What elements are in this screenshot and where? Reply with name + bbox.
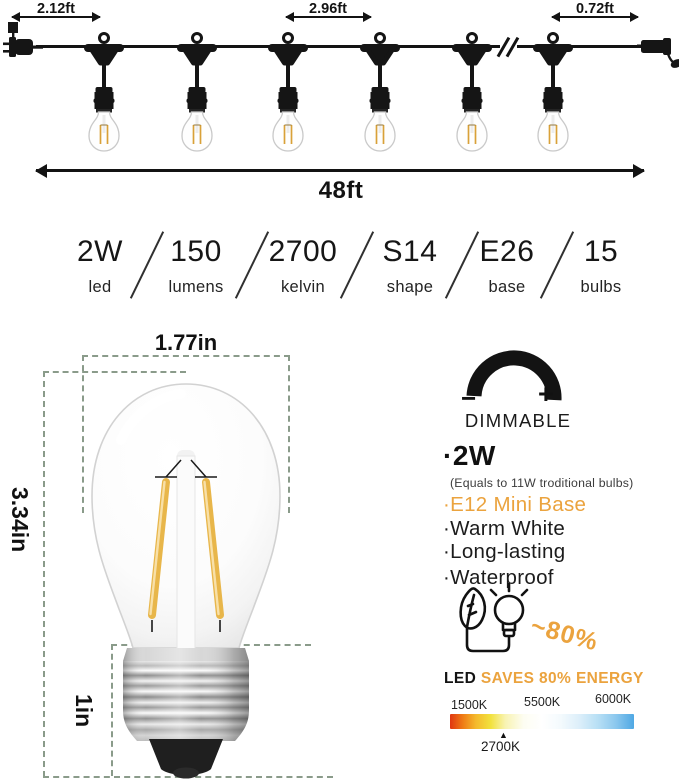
bulb-outline-icon (493, 594, 525, 626)
dimmable-label: DIMMABLE (464, 410, 572, 431)
height-guide-top (43, 371, 186, 373)
power-plug-icon (3, 22, 43, 57)
bulb-width-label: 1.77in (154, 330, 218, 355)
width-guide-top (82, 355, 290, 357)
bulb-filament (202, 478, 224, 619)
spec-label: kelvin (281, 278, 325, 296)
kelvin-label-6000: 6000K (595, 692, 632, 706)
energy-saving-icon (459, 582, 529, 653)
kelvin-label-1500: 1500K (451, 698, 488, 712)
string-bulb (266, 31, 310, 161)
energy-claim-prefix: LED (444, 670, 477, 687)
string-bulb (450, 31, 494, 161)
string-cord (517, 45, 641, 48)
dimmer-plus: + (538, 379, 554, 409)
measure-mid-arrow (285, 10, 372, 23)
height-guide-left (43, 371, 45, 777)
measure-right-arrow (551, 10, 639, 23)
spec-value: 150 (170, 235, 222, 268)
string-bulb (82, 31, 126, 161)
kelvin-label-5500: 5500K (524, 695, 561, 709)
dimmer-icon (466, 350, 562, 401)
savings-badge: ~80% (527, 611, 602, 657)
features-panel: − + DIMMABLE ·2W (Equals to 11W troditio… (430, 330, 679, 783)
connector-end-icon (637, 38, 679, 68)
bulb-filament (148, 478, 170, 619)
measure-left-arrow (11, 10, 101, 23)
spec-lumens: 150 lumens (141, 235, 251, 297)
kelvin-gradient-bar (450, 714, 634, 729)
bulb-base-tip (149, 739, 223, 775)
dimmer-minus: − (461, 383, 477, 413)
kelvin-marker-icon: ▲ (499, 730, 508, 740)
bulb-photo (91, 383, 281, 779)
string-bulb (358, 31, 402, 161)
energy-claim: LED SAVES 80% ENERGY (444, 670, 644, 688)
spec-label: shape (386, 278, 434, 296)
spec-label: base (488, 278, 526, 296)
feature-item: ·Warm White (443, 516, 566, 540)
energy-claim-rest: SAVES 80% ENERGY (476, 670, 644, 687)
string-cord (36, 45, 500, 48)
spec-kelvin: 2700 kelvin (248, 235, 358, 297)
spec-count: 15 bulbs (546, 235, 656, 297)
spec-label: led (88, 278, 112, 296)
bulb-height-label: 3.34in (7, 487, 33, 553)
total-length-arrow (35, 163, 645, 178)
width-guide-right (288, 355, 290, 513)
kelvin-marker-label: 2700K (481, 739, 521, 754)
spec-value: S14 (382, 235, 438, 268)
spec-label: bulbs (580, 278, 622, 296)
spec-wattage: 2W led (45, 235, 155, 297)
base-guide-left (111, 644, 113, 776)
spec-value: E26 (479, 235, 535, 268)
feature-item: ·E12 Mini Base (443, 493, 587, 516)
feature-item: ·Waterproof (443, 565, 554, 589)
leaf-icon (459, 587, 487, 630)
spec-value: 15 (583, 235, 619, 268)
feature-item: ·Long-lasting (443, 540, 566, 563)
spec-value: 2700 (268, 235, 338, 268)
spec-value: 2W (77, 235, 123, 268)
total-length-label: 48ft (318, 177, 364, 204)
measure-right-label: 0.72ft (576, 1, 614, 17)
spec-label: lumens (168, 278, 224, 296)
spec-base: E26 base (452, 235, 562, 297)
string-bulb (531, 31, 575, 161)
measure-left-label: 2.12ft (37, 1, 75, 17)
feature-list: ·E12 Mini Base ·Warm White ·Long-lasting… (443, 493, 587, 590)
spec-shape: S14 shape (355, 235, 465, 297)
measure-mid-label: 2.96ft (309, 1, 347, 17)
wattage-note: (Equals to 11W troditional bulbs) (450, 476, 634, 490)
wattage-heading: ·2W (443, 440, 496, 471)
string-bulb (175, 31, 219, 161)
width-guide-left (82, 355, 84, 513)
